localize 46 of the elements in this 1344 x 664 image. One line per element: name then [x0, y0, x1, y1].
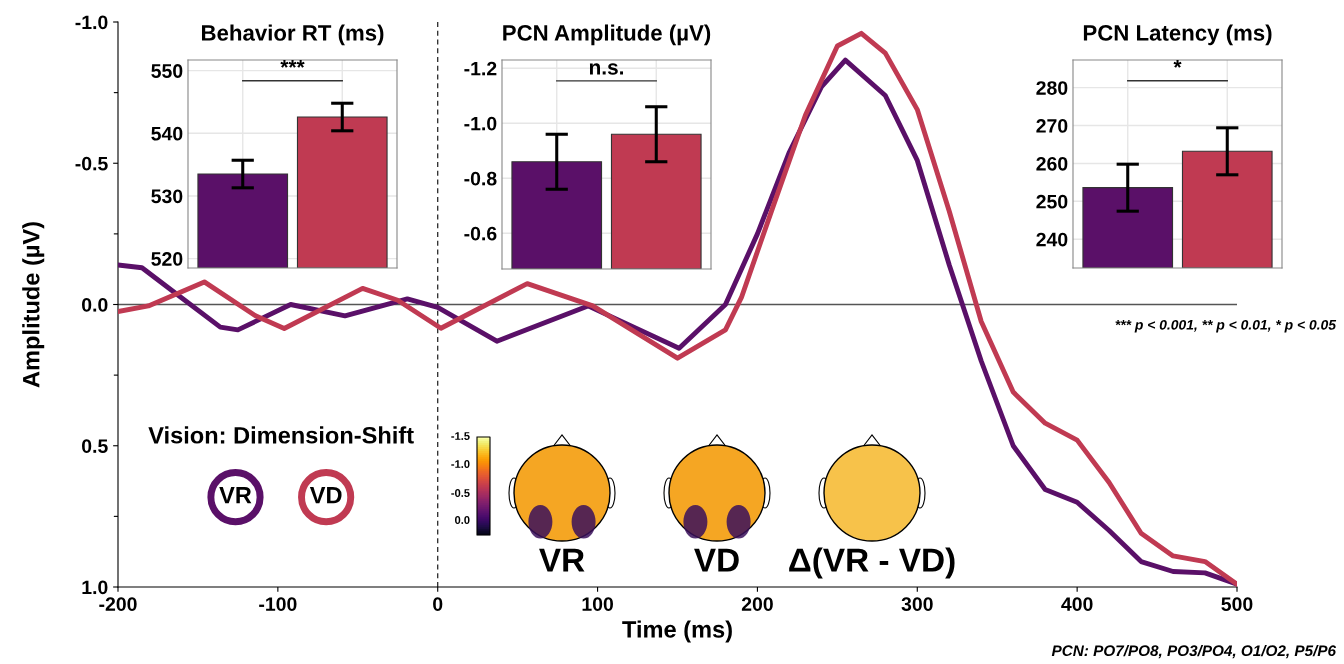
chart-title: PCN Amplitude (µV) [503, 24, 711, 46]
y-tick-label: -0.8 [464, 171, 497, 186]
x-tick-label: 0 [433, 597, 443, 611]
y-tick-label: 270 [1036, 119, 1068, 133]
annotation: *** [280, 60, 305, 68]
x-tick-label: 500 [1221, 597, 1253, 611]
annotation: -1.5 [451, 432, 470, 440]
x-tick-label: 200 [741, 597, 773, 611]
y-tick-label: 1.0 [82, 580, 108, 595]
x-axis-title: Time (ms) [622, 620, 732, 643]
x-tick-label: 100 [582, 597, 613, 611]
y-tick-label: -1.2 [464, 61, 497, 76]
annotation: *** p < 0.001, ** p < 0.01, * p < 0.05 [1115, 319, 1337, 333]
y-tick-label: 550 [151, 64, 183, 78]
annotation: VR [539, 548, 585, 572]
y-tick-label: 530 [151, 189, 183, 204]
annotation: VD [694, 548, 739, 572]
y-tick-label: 240 [1036, 232, 1068, 247]
y-tick-label: 260 [1036, 156, 1068, 171]
y-tick-label: 520 [151, 252, 183, 266]
y-tick-label: 540 [151, 126, 183, 141]
text: VD [309, 487, 342, 504]
y-tick-label: 250 [1036, 194, 1068, 209]
y-tick-label: 280 [1036, 81, 1068, 95]
annotation: -1.0 [451, 460, 470, 468]
chart-title: PCN Latency (ms) [1083, 24, 1272, 46]
annotation: -0.5 [451, 489, 470, 497]
legend-title: Vision: Dimension-Shift [148, 426, 414, 444]
annotation: 0.0 [454, 516, 470, 524]
y-tick-label: -1.0 [75, 15, 108, 30]
text: VR [219, 487, 252, 504]
x-tick-label: -200 [99, 597, 137, 611]
y-tick-label: -0.6 [464, 226, 497, 241]
x-tick-label: 400 [1061, 597, 1093, 611]
x-tick-label: -100 [259, 597, 297, 611]
y-tick-label: -1.0 [464, 116, 497, 131]
chart-title: Behavior RT (ms) [202, 24, 384, 46]
annotation: Δ(VR - VD) [789, 547, 955, 579]
x-tick-label: 300 [901, 597, 933, 612]
y-tick-label: -0.5 [75, 156, 108, 171]
y-axis-title: Amplitude (µV) [22, 222, 45, 388]
y-tick-label: 0.5 [82, 439, 108, 453]
y-tick-label: 0.0 [82, 297, 108, 312]
text: PCN: PO7/PO8, PO3/PO4, O1/O2, P5/P6 [1051, 644, 1337, 659]
annotation: n.s. [589, 63, 624, 75]
annotation: * [1173, 60, 1182, 68]
